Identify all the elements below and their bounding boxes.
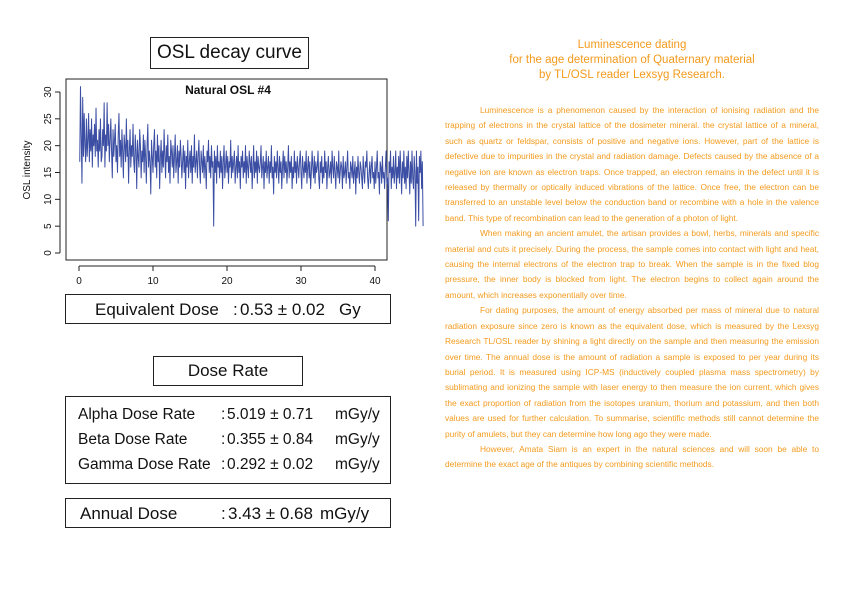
equivalent-dose-value: 0.53 ± 0.02 (240, 300, 325, 319)
annual-dose-colon: : (221, 504, 226, 523)
article-paragraph: Luminescence is a phenomenon caused by t… (445, 105, 819, 223)
osl-series-line (79, 86, 424, 227)
article-title-line: Luminescence dating (577, 39, 687, 51)
annual-dose-label: Annual Dose (80, 504, 178, 523)
article-paragraph: However, Amata Siam is an expert in the … (445, 443, 819, 470)
beta-dose-rate-value: 0.355 ± 0.84 (227, 431, 314, 448)
beta-dose-rate-unit: mGy/y (335, 431, 380, 448)
osl-title-box: OSL decay curve (150, 37, 309, 69)
beta-dose-rate-colon: : (221, 431, 226, 448)
x-tick-label: 10 (147, 276, 159, 287)
y-tick-label: 10 (43, 193, 54, 205)
annual-dose-unit: mGy/y (320, 504, 370, 523)
y-tick-label: 20 (43, 140, 54, 152)
gamma-dose-rate-value: 0.292 ± 0.02 (227, 456, 314, 473)
y-tick-label: 30 (43, 86, 54, 98)
alpha-dose-rate-label: Alpha Dose Rate (78, 406, 196, 423)
article-paragraph: For dating purposes, the amount of energ… (445, 305, 819, 439)
annual-dose-value: 3.43 ± 0.68 (228, 504, 313, 523)
y-axis: 0 5 10 15 20 25 30 (43, 86, 61, 256)
gamma-dose-rate-colon: : (221, 456, 226, 473)
alpha-dose-rate-colon: : (221, 406, 226, 423)
article-title: Luminescence dating for the age determin… (445, 38, 819, 83)
article-column: Luminescence dating for the age determin… (445, 38, 819, 473)
y-tick-label: 15 (43, 167, 54, 179)
x-tick-label: 40 (369, 276, 381, 287)
x-axis: 0 10 20 30 40 (76, 265, 381, 287)
x-tick-label: 0 (76, 276, 82, 287)
article-paragraph: When making an ancient amulet, the artis… (445, 228, 819, 300)
chart-title: Natural OSL #4 (185, 83, 271, 97)
y-tick-label: 0 (43, 250, 54, 256)
article-title-line: by TL/OSL reader Lexsyg Research. (538, 69, 725, 81)
alpha-dose-rate-value: 5.019 ± 0.71 (227, 406, 314, 423)
dose-rate-title-box: Dose Rate (153, 356, 303, 386)
y-tick-label: 5 (43, 223, 54, 229)
beta-dose-rate-label: Beta Dose Rate (78, 431, 188, 448)
osl-title: OSL decay curve (156, 42, 303, 63)
equivalent-dose-colon: : (233, 300, 238, 319)
annual-dose-box: Annual Dose : 3.43 ± 0.68 mGy/y (65, 498, 391, 528)
equivalent-dose-unit: Gy (339, 300, 361, 319)
plot-frame (65, 78, 388, 261)
x-tick-label: 20 (221, 276, 233, 287)
y-tick-label: 25 (43, 113, 54, 125)
gamma-dose-rate-label: Gamma Dose Rate (78, 456, 211, 473)
equivalent-dose-box: Equivalent Dose : 0.53 ± 0.02 Gy (65, 294, 391, 324)
dose-rate-title: Dose Rate (187, 361, 269, 380)
dose-rates-box: Alpha Dose Rate : 5.019 ± 0.71 mGy/y Bet… (65, 396, 391, 484)
alpha-dose-rate-unit: mGy/y (335, 406, 380, 423)
equivalent-dose-label: Equivalent Dose (95, 300, 219, 319)
x-tick-label: 30 (295, 276, 307, 287)
gamma-dose-rate-unit: mGy/y (335, 456, 380, 473)
y-axis-label: OSL intensity (22, 140, 33, 199)
article-title-line: for the age determination of Quaternary … (509, 54, 755, 66)
